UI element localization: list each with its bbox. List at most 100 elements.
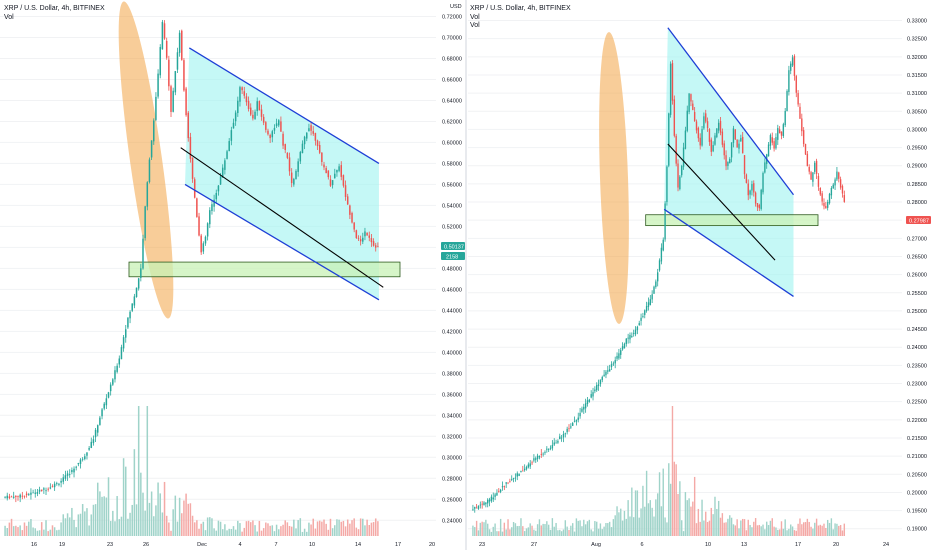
- volume-bar: [249, 522, 252, 536]
- volume-bar: [570, 525, 572, 536]
- candle-body: [544, 452, 546, 453]
- volume-bar: [664, 517, 666, 536]
- left-chart-panel[interactable]: 0.72000 0.70000 0.68000 0.66000 0.64000 0.620…: [0, 0, 465, 548]
- volume-bar: [213, 528, 215, 536]
- volume-bar: [738, 528, 740, 536]
- volume-bar: [234, 529, 237, 536]
- candle-body: [112, 379, 114, 385]
- candle-body: [331, 180, 334, 186]
- candle-body: [653, 286, 655, 294]
- candle-body: [760, 189, 762, 209]
- candle-body: [553, 442, 555, 445]
- candle-body: [79, 459, 82, 464]
- candle-body: [740, 138, 742, 142]
- volume-bar: [8, 522, 11, 536]
- candle-body: [99, 417, 101, 425]
- candle-body: [488, 499, 491, 502]
- volume-bar: [815, 518, 818, 536]
- y-tick-label: 0.22000: [907, 418, 927, 424]
- candle-body: [634, 329, 637, 335]
- candle-body: [12, 496, 15, 498]
- volume-bar: [775, 527, 777, 536]
- volume-bar: [200, 523, 202, 536]
- volume-bar: [801, 524, 803, 536]
- candle-body: [10, 496, 13, 498]
- volume-bar: [170, 530, 172, 536]
- volume-bar: [318, 520, 321, 536]
- volume-bar: [288, 525, 291, 536]
- volume-bar: [81, 504, 84, 536]
- volume-bar: [129, 512, 131, 536]
- volume-bar: [357, 529, 360, 536]
- candle-body: [178, 32, 181, 53]
- volume-bar: [475, 520, 478, 536]
- candle-body: [625, 338, 627, 344]
- candle-body: [754, 192, 757, 204]
- candle-body: [368, 235, 371, 238]
- left-last-volume-tag: [441, 252, 465, 260]
- candle-body: [122, 337, 125, 349]
- candle-body: [318, 145, 321, 153]
- left-last-price: 0.50137: [444, 245, 464, 251]
- candle-body: [512, 478, 515, 479]
- volume-bar: [690, 506, 692, 536]
- y-tick-label: 0.60000: [442, 140, 462, 146]
- candle-body: [372, 241, 375, 246]
- candle-body: [821, 193, 823, 202]
- volume-bar: [756, 525, 759, 536]
- candle-body: [599, 379, 602, 385]
- y-tick-label: 0.26000: [442, 497, 462, 503]
- candle-body: [808, 166, 810, 172]
- candle-body: [329, 179, 332, 186]
- candle-body: [364, 231, 366, 237]
- candle-body: [232, 122, 235, 129]
- volume-bar: [12, 526, 15, 536]
- candle-body: [812, 172, 814, 182]
- candle-body: [717, 122, 720, 131]
- x-tick-label: Dec: [197, 542, 207, 548]
- volume-bar: [743, 519, 746, 536]
- volume-bar: [45, 520, 47, 536]
- candle-body: [64, 475, 67, 479]
- x-tick-label: 10: [309, 542, 315, 548]
- volume-bar: [53, 527, 56, 536]
- volume-bar: [806, 518, 809, 536]
- candle-body: [555, 442, 557, 444]
- volume-bar: [769, 520, 772, 536]
- volume-bar: [594, 521, 596, 536]
- candle-body: [288, 157, 291, 172]
- volume-bar: [275, 524, 278, 536]
- volume-bar: [258, 520, 261, 536]
- volume-bar: [19, 525, 21, 536]
- right-price-tags: 0.27987: [906, 216, 931, 225]
- volume-bar: [786, 530, 788, 536]
- right-candles: [472, 54, 846, 513]
- candle-body: [157, 73, 159, 97]
- candle-body: [185, 88, 187, 116]
- volume-bar: [241, 531, 243, 536]
- channel-upper-line: [667, 27, 795, 196]
- right-price-axis[interactable]: 0.33000 0.32500 0.32000 0.31500 0.31000 0.305…: [907, 19, 927, 533]
- volume-bar: [599, 523, 602, 536]
- volume-bar: [732, 524, 735, 536]
- volume-bar: [30, 519, 32, 536]
- candle-body: [230, 130, 233, 141]
- left-time-axis[interactable]: 16 19 23 26 Dec 4 7 10 14 17 20: [31, 542, 435, 548]
- candle-body: [172, 90, 174, 112]
- candle-body: [839, 179, 842, 188]
- candle-body: [756, 203, 759, 208]
- candle-body: [627, 337, 629, 339]
- volume-bar: [590, 529, 592, 536]
- right-chart-panel[interactable]: 0.33000 0.32500 0.32000 0.31500 0.31000 0.305…: [468, 5, 931, 548]
- volume-bar: [163, 481, 166, 536]
- candle-body: [228, 141, 230, 152]
- volume-bar: [712, 514, 714, 536]
- y-tick-label: 0.26000: [907, 273, 927, 279]
- right-time-axis[interactable]: 23 27 Aug 6 10 13 17 20 24: [479, 542, 889, 548]
- volume-bar: [314, 528, 317, 536]
- candle-body: [801, 118, 803, 132]
- y-tick-label: 0.31000: [907, 91, 927, 97]
- candle-body: [71, 470, 73, 473]
- volume-bar: [120, 516, 123, 536]
- candle-body: [239, 87, 241, 102]
